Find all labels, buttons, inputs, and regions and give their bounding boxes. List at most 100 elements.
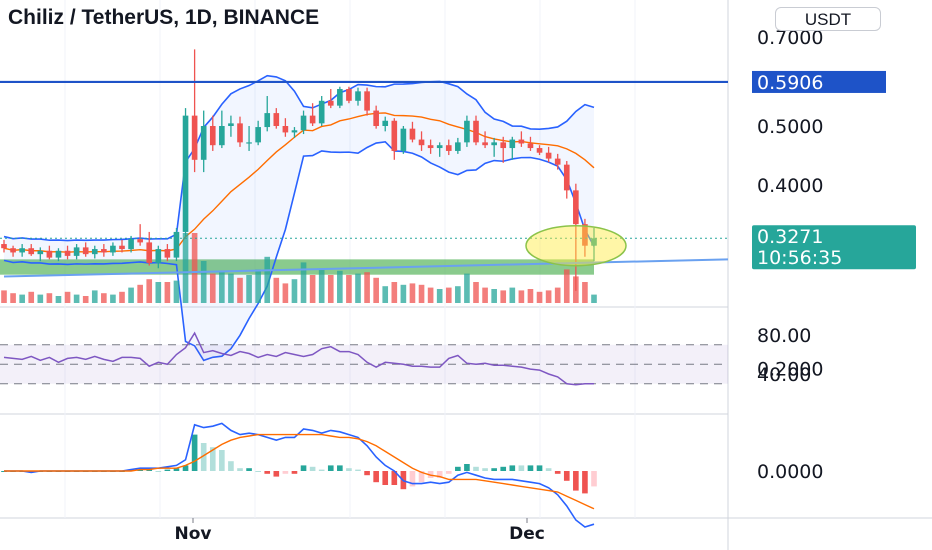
volume-bar (219, 272, 225, 303)
volume-bar (291, 279, 298, 303)
macd-histogram-bar (191, 434, 198, 471)
volume-bar (482, 287, 488, 303)
volume-bar (418, 284, 425, 303)
volume-bar (455, 286, 461, 303)
candle-body (82, 247, 89, 255)
candle-body (264, 113, 271, 128)
volume-bar (200, 261, 207, 303)
volume-bar (545, 290, 552, 303)
candle-body (536, 148, 543, 153)
candle-body (355, 91, 361, 101)
volume-bar (282, 283, 289, 303)
time-tick-label: Dec (509, 524, 545, 544)
volume-bar (436, 289, 443, 303)
macd-histogram-bar (200, 443, 207, 471)
volume-bar (273, 277, 280, 303)
rsi-pane (0, 331, 728, 386)
candle-body (554, 158, 561, 165)
candle-body (545, 152, 552, 159)
countdown-label: 10:56:35 (757, 247, 842, 269)
volume-bar (55, 296, 62, 303)
candle-body (373, 110, 379, 126)
price-tick-label: 0.7000 (757, 27, 823, 49)
volume-bar (337, 270, 343, 303)
volume-bar (364, 272, 370, 303)
volume-bar (137, 284, 143, 303)
candle-body (119, 245, 125, 250)
macd-histogram-bar (364, 471, 370, 476)
volume-bar (46, 293, 53, 303)
candle-body (101, 249, 107, 253)
candle-body (191, 115, 198, 160)
volume-bar (209, 273, 216, 303)
candle-body (318, 100, 325, 124)
volume-bar (373, 277, 379, 303)
macd-histogram-bar (391, 471, 398, 485)
rsi-tick-label: 80.00 (757, 325, 811, 347)
candle-body (464, 120, 470, 143)
macd-histogram-bar (482, 468, 488, 471)
macd-histogram-bar (355, 469, 361, 471)
volume-bar (128, 287, 134, 303)
volume-bar (28, 291, 35, 303)
candle-body (591, 238, 597, 246)
bollinger-lower-line (3, 141, 595, 362)
bollinger-bands (3, 74, 595, 362)
macd-histogram-bar (591, 471, 597, 487)
macd-histogram-bar (337, 465, 343, 471)
volume-bars (1, 233, 597, 303)
candle-body (573, 190, 579, 225)
candle-body (237, 123, 243, 143)
macd-histogram-bar (309, 466, 316, 471)
candle-body (146, 242, 153, 263)
volume-bar (91, 290, 98, 303)
volume-bar (73, 294, 80, 303)
candle-body (128, 239, 134, 250)
volume-bar (119, 291, 125, 303)
candle-body (309, 115, 316, 124)
candle-body (273, 113, 280, 126)
candle-body (91, 249, 98, 255)
currency-button[interactable]: USDT (775, 7, 881, 31)
macd-histogram-bar (273, 471, 280, 477)
macd-line (4, 422, 595, 528)
candle-body (64, 250, 71, 256)
volume-bar (64, 291, 71, 303)
macd-histogram-bar (491, 468, 497, 471)
volume-bar (1, 290, 7, 303)
candle-body (491, 142, 497, 146)
volume-bar (228, 273, 234, 303)
candle-body (1, 244, 7, 249)
candle-body (563, 164, 570, 191)
macd-histogram-bar (264, 471, 271, 474)
macd-histogram-bar (464, 464, 470, 471)
rsi-line (3, 331, 594, 386)
candle-body (327, 100, 334, 106)
macd-histogram-bar (582, 471, 588, 494)
candle-body (436, 145, 443, 149)
candle-body (46, 250, 53, 258)
candle-body (55, 250, 62, 258)
macd-histogram-bar (300, 465, 307, 471)
macd-pane (1, 422, 597, 528)
macd-histogram-bar (545, 468, 552, 471)
macd-histogram-bar (318, 469, 325, 471)
volume-bar (309, 275, 316, 303)
volume-bar (382, 286, 389, 303)
macd-histogram-bar (473, 466, 479, 471)
candle-body (364, 91, 370, 111)
volume-bar (491, 289, 497, 303)
macd-histogram-bar (436, 471, 443, 478)
volume-bar (146, 279, 153, 303)
candle-body (19, 248, 25, 253)
macd-histogram-bar (418, 471, 425, 483)
candle-body (155, 249, 162, 263)
macd-histogram-bar (219, 450, 225, 471)
volume-bar (582, 282, 588, 303)
candle-body (391, 120, 398, 151)
macd-histogram-bar (255, 471, 261, 472)
resistance-price-tag (752, 70, 886, 93)
candle-body (418, 139, 425, 146)
macd-histogram-bar (182, 465, 189, 471)
